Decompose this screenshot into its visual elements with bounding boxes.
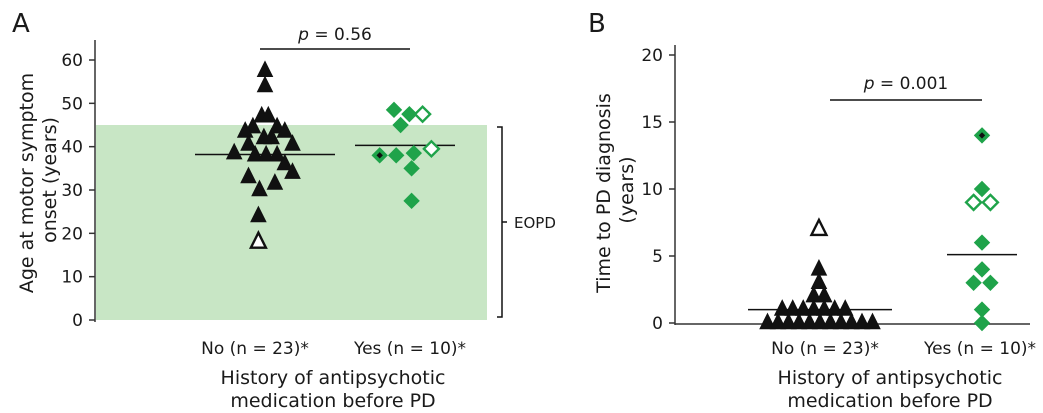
data-point-diamond: [385, 101, 403, 119]
eopd-bracket: [497, 126, 503, 318]
data-point-triangle: [801, 312, 818, 330]
data-point-triangle: [811, 312, 829, 330]
data-point-triangle: [251, 179, 268, 197]
data-point-diamond: [982, 274, 999, 292]
data-point-triangle: [836, 299, 854, 316]
data-point-triangle: [794, 299, 812, 316]
panel-b-y-label-line1: Time to PD diagnosis: [593, 93, 615, 294]
data-point-triangle: [773, 299, 791, 316]
data-point-diamond: [392, 116, 409, 134]
y-tick-label: 20: [641, 46, 663, 66]
data-point-triangle: [805, 299, 823, 316]
y-tick-label: 50: [61, 94, 83, 114]
panel-a-letter: A: [12, 9, 30, 39]
data-point-triangle: [263, 127, 280, 145]
data-point-open-diamond: [964, 193, 983, 212]
data-point-center-dot: [376, 152, 383, 159]
data-point-triangle: [864, 312, 881, 330]
data-point-triangle: [284, 134, 301, 151]
y-tick-label: 10: [61, 268, 83, 288]
y-tick-label: 30: [61, 181, 83, 201]
data-point-diamond: [401, 105, 418, 123]
data-point-open-diamond: [422, 139, 441, 159]
y-tick-label: 5: [652, 247, 663, 267]
panel-a: A 0 10 20 30 40 50 60 Age at motor symptom ons…: [12, 9, 556, 412]
data-point-triangle: [276, 153, 294, 171]
data-point-diamond: [403, 192, 420, 210]
panel-a-y-label-line2: onset (years): [39, 117, 61, 243]
data-point-triangle: [256, 60, 274, 78]
panel-b-y-ticks: 0 5 10 15 20: [641, 46, 675, 334]
data-point-triangle: [759, 312, 776, 330]
data-point-open-diamond: [413, 104, 432, 124]
data-point-center-dot: [978, 132, 986, 139]
panel-b-y-label: Time to PD diagnosis (years): [593, 87, 638, 294]
panel-a-p-value: p = 0.56: [297, 25, 372, 45]
data-point-diamond: [973, 180, 991, 198]
y-tick-label: 15: [641, 113, 663, 133]
y-tick-label: 0: [652, 314, 663, 334]
data-point-triangle: [284, 162, 301, 179]
data-point-triangle: [784, 299, 802, 316]
panel-a-points: [225, 60, 441, 249]
data-point-diamond: [973, 261, 991, 278]
data-point-diamond: [405, 144, 423, 162]
data-point-triangle: [246, 144, 264, 162]
data-point-open-diamond: [981, 193, 1000, 212]
panel-b-y-label-line2: (years): [616, 156, 638, 223]
data-point-diamond: [973, 314, 991, 332]
data-point-triangle: [257, 144, 275, 162]
data-point-triangle: [259, 105, 277, 123]
eopd-shaded-region: [96, 125, 487, 320]
y-tick-label: 40: [61, 138, 83, 158]
data-point-triangle: [826, 299, 844, 316]
y-tick-label: 0: [72, 311, 83, 331]
data-point-triangle: [843, 312, 860, 330]
data-point-open-triangle: [248, 230, 268, 249]
panel-b-x-label-line1: History of antipsychotic: [778, 367, 1003, 389]
data-point-triangle: [790, 312, 808, 330]
eopd-label: EOPD: [514, 214, 556, 232]
data-point-triangle: [236, 121, 254, 138]
data-point-diamond: [403, 160, 420, 177]
data-point-triangle: [268, 144, 286, 162]
data-point-diamond: [965, 274, 982, 292]
data-point-triangle: [240, 134, 257, 151]
panel-b-x-tick-no: No (n = 23)*: [771, 339, 879, 359]
data-point-triangle: [832, 312, 850, 330]
data-point-open-triangle: [809, 217, 829, 237]
y-tick-label: 10: [641, 180, 663, 200]
panel-a-x-tick-no: No (n = 23)*: [201, 339, 309, 359]
panel-a-y-ticks: 0 10 20 30 40 50 60: [61, 51, 95, 331]
data-point-diamond: [973, 234, 991, 251]
y-tick-label: 20: [61, 224, 83, 244]
panel-b-p-value: p = 0.001: [863, 74, 949, 94]
panel-b-x-tick-yes: Yes (n = 10)*: [923, 339, 1036, 359]
data-point-triangle: [769, 312, 787, 330]
data-point-triangle: [780, 312, 797, 330]
panel-a-x-label-line2: medication before PD: [230, 390, 435, 412]
panel-a-x-label-line1: History of antipsychotic: [221, 367, 446, 389]
panel-a-y-label: Age at motor symptom onset (years): [16, 67, 61, 293]
data-point-triangle: [240, 166, 257, 184]
data-point-triangle: [250, 205, 267, 223]
data-point-diamond: [387, 147, 405, 164]
panel-b-points: [759, 127, 1000, 332]
panel-a-y-label-line1: Age at motor symptom: [16, 73, 38, 293]
eopd-shade-rect: [96, 125, 487, 320]
panel-a-x-tick-yes: Yes (n = 10)*: [353, 339, 466, 359]
data-point-triangle: [256, 75, 274, 93]
data-point-triangle: [266, 173, 284, 190]
data-point-triangle: [810, 272, 828, 289]
y-tick-label: 60: [61, 51, 83, 71]
panel-b-x-label-line2: medication before PD: [787, 390, 992, 412]
data-point-triangle: [276, 121, 294, 138]
data-point-triangle: [225, 142, 243, 160]
data-point-triangle: [853, 312, 871, 330]
panel-b-letter: B: [588, 9, 606, 39]
data-point-triangle: [822, 312, 839, 330]
data-point-triangle: [815, 299, 833, 316]
